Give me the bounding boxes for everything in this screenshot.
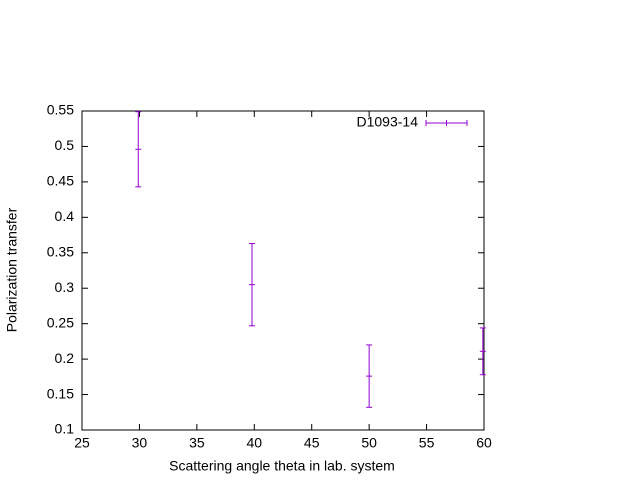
y-tick-label: 0.3 — [55, 279, 75, 295]
y-tick-label: 0.15 — [47, 385, 74, 401]
plot-border — [81, 110, 485, 431]
y-axis-label: Polarization transfer — [4, 207, 20, 332]
y-tick-label: 0.1 — [55, 421, 75, 437]
x-tick-label: 25 — [74, 435, 90, 451]
y-tick-label: 0.45 — [47, 173, 74, 189]
y-tick-label: 0.55 — [47, 102, 74, 118]
y-tick-label: 0.5 — [55, 137, 75, 153]
y-tick-label: 0.2 — [55, 350, 75, 366]
x-tick-label: 60 — [476, 435, 492, 451]
x-tick-label: 50 — [361, 435, 377, 451]
x-tick-label: 30 — [132, 435, 148, 451]
legend-label: D1093-14 — [357, 114, 419, 130]
x-tick-label: 55 — [419, 435, 435, 451]
x-tick-label: 35 — [189, 435, 205, 451]
x-tick-label: 45 — [304, 435, 320, 451]
y-tick-label: 0.4 — [55, 208, 75, 224]
x-tick-label: 40 — [246, 435, 262, 451]
x-axis-label: Scattering angle theta in lab. system — [169, 458, 395, 474]
y-tick-label: 0.25 — [47, 314, 74, 330]
y-tick-label: 0.35 — [47, 243, 74, 259]
legend-swatch — [425, 120, 468, 126]
